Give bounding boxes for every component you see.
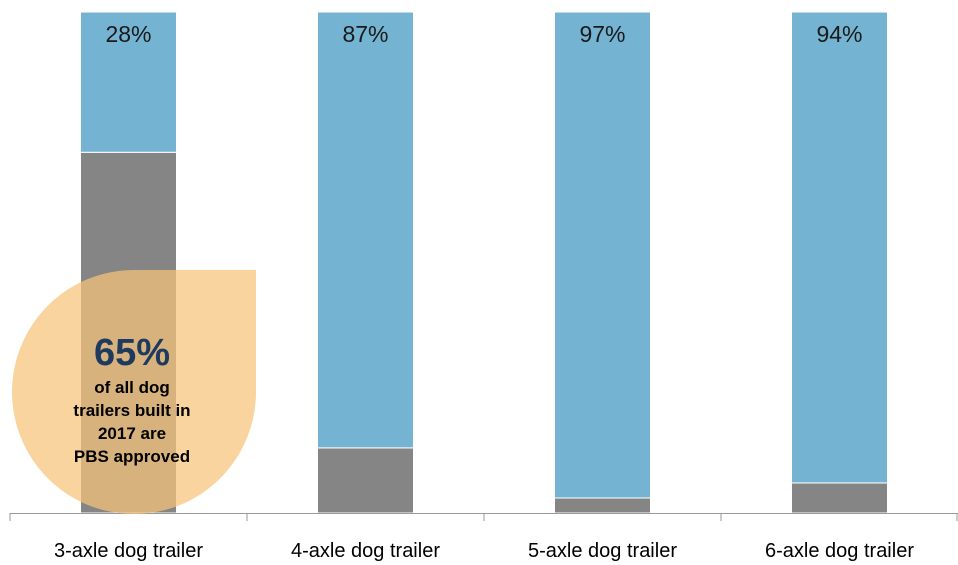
data-label: 28% [105, 21, 151, 47]
bar-segment [554, 497, 651, 514]
callout-headline: 65% [93, 332, 171, 374]
bar-segment [317, 11, 414, 449]
callout-line: PBS approved [73, 447, 191, 466]
bars-group [80, 11, 888, 514]
bar-segment [317, 447, 414, 514]
labels-group: 28% 3-axle dog trailer 87% 4-axle dog trail… [54, 21, 914, 562]
x-tick-label: 5-axle dog trailer [528, 540, 677, 562]
bar-segment [80, 11, 177, 153]
callout-line: 2017 are [97, 424, 167, 443]
callout-line: trailers built in [73, 401, 191, 420]
x-tick-label: 6-axle dog trailer [765, 540, 914, 562]
callout-circle [12, 270, 256, 514]
data-label: 97% [579, 21, 625, 47]
callout-text: 65% of all dog trailers built in 2017 ar… [12, 330, 252, 468]
x-axis [9, 513, 958, 521]
bar-segment [791, 11, 888, 484]
bar-segment [554, 11, 651, 499]
x-tick-label: 3-axle dog trailer [54, 540, 203, 562]
bar-segment [791, 482, 888, 514]
data-label: 94% [816, 21, 862, 47]
callout-line: of all dog [94, 378, 170, 397]
x-tick-label: 4-axle dog trailer [291, 540, 440, 562]
data-label: 87% [342, 21, 388, 47]
